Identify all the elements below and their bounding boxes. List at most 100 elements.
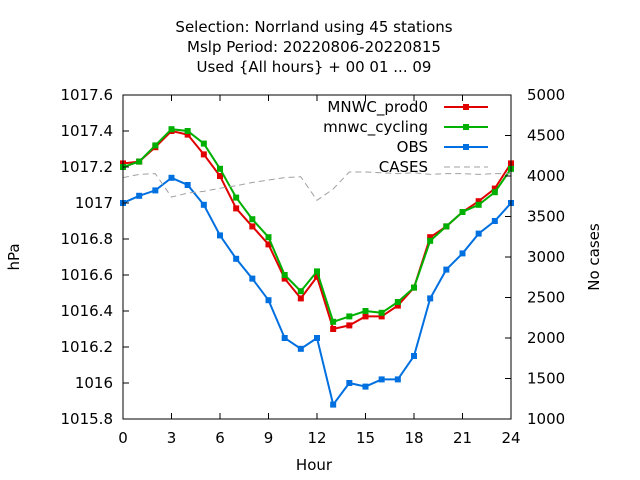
x-axis-label: Hour xyxy=(296,456,333,474)
y2-tick-label: 4500 xyxy=(527,127,565,145)
y2-tick-label: 2000 xyxy=(527,329,565,347)
data-point xyxy=(330,401,337,408)
data-point xyxy=(136,192,143,199)
y2-tick-label: 1000 xyxy=(527,410,565,428)
data-point xyxy=(394,376,401,383)
data-point xyxy=(200,140,207,147)
data-point xyxy=(314,268,320,275)
data-point xyxy=(330,318,337,325)
data-point xyxy=(378,309,385,316)
data-point xyxy=(394,299,401,305)
data-point xyxy=(184,128,191,134)
x-tick-label: 6 xyxy=(215,429,225,447)
x-tick-label: 15 xyxy=(356,429,375,447)
y-tick-label: 1017.6 xyxy=(61,86,114,104)
data-point xyxy=(233,194,240,201)
data-point xyxy=(281,272,288,278)
legend-label: OBS xyxy=(397,138,428,156)
data-point xyxy=(184,131,191,138)
data-point xyxy=(200,151,207,158)
data-point xyxy=(297,288,304,295)
x-tick-label: 18 xyxy=(404,429,423,447)
data-point xyxy=(346,380,353,386)
series-mnwc-cycling xyxy=(120,126,514,325)
y-tick-label: 1016 xyxy=(75,374,113,392)
legend-entry: CASES xyxy=(379,158,488,176)
y2-tick-label: 2500 xyxy=(527,289,565,307)
series-cases xyxy=(122,171,511,201)
title-line-2: Mslp Period: 20220806-20220815 xyxy=(187,38,441,56)
title-line-3: Used {All hours} + 00 01 ... 09 xyxy=(197,58,432,76)
x-tick-label: 0 xyxy=(118,429,128,447)
data-point xyxy=(378,376,385,383)
legend-marker xyxy=(463,124,469,130)
data-point xyxy=(362,313,369,320)
data-point xyxy=(443,266,450,273)
data-point xyxy=(168,174,175,181)
data-point xyxy=(217,165,223,172)
y-tick-label: 1017.4 xyxy=(61,122,114,140)
data-point xyxy=(475,201,482,208)
x-tick-label: 3 xyxy=(167,429,177,447)
x-tick-label: 24 xyxy=(501,429,520,447)
y2-tick-label: 3500 xyxy=(527,208,565,226)
data-point xyxy=(346,313,353,320)
series-mnwc-prod0 xyxy=(120,128,514,332)
data-point xyxy=(136,158,143,165)
data-point xyxy=(330,326,337,332)
data-point xyxy=(152,142,159,149)
data-point xyxy=(427,237,434,244)
x-tick-label: 9 xyxy=(264,429,274,447)
legend-label: mnwc_cycling xyxy=(323,118,428,137)
series-line xyxy=(122,129,512,331)
y2-axis-label: No cases xyxy=(585,223,603,291)
legend-entry: MNWC_prod0 xyxy=(327,98,488,117)
data-point xyxy=(475,230,482,237)
data-point xyxy=(249,223,256,230)
y2-tick-label: 4000 xyxy=(527,167,565,185)
y-tick-label: 1017 xyxy=(75,194,113,212)
legend-marker xyxy=(463,104,469,110)
y-tick-label: 1016.4 xyxy=(61,302,114,320)
data-point xyxy=(314,273,320,280)
chart-title: Selection: Norrland using 45 stations Ms… xyxy=(175,18,452,76)
data-point xyxy=(443,223,450,230)
data-point xyxy=(184,182,191,188)
y2-tick-label: 1500 xyxy=(527,370,565,388)
data-point xyxy=(233,255,240,262)
title-line-1: Selection: Norrland using 45 stations xyxy=(175,18,452,36)
data-point xyxy=(168,126,175,133)
data-point xyxy=(281,275,288,282)
data-point xyxy=(346,322,353,329)
data-point xyxy=(249,275,256,282)
data-point xyxy=(475,198,482,205)
data-point xyxy=(362,383,369,390)
data-point xyxy=(362,308,369,314)
plot-frame xyxy=(122,94,512,420)
data-point xyxy=(297,295,304,302)
series-line xyxy=(122,171,511,201)
series-line xyxy=(122,176,512,407)
y-tick-label: 1017.2 xyxy=(61,158,114,176)
y-axis-label: hPa xyxy=(5,243,23,270)
data-point xyxy=(265,297,272,304)
data-point xyxy=(200,201,207,208)
data-point xyxy=(314,335,320,341)
y-tick-label: 1016.8 xyxy=(61,230,114,248)
data-point xyxy=(427,234,434,241)
data-point xyxy=(265,234,272,241)
data-point xyxy=(249,216,256,223)
y2-tick-label: 5000 xyxy=(527,86,565,104)
data-point xyxy=(265,241,272,248)
y-tick-label: 1015.8 xyxy=(61,410,114,428)
data-point xyxy=(427,295,434,302)
data-point xyxy=(217,232,223,239)
y2-tick-label: 3000 xyxy=(527,248,565,266)
series-layer xyxy=(120,126,514,408)
series-obs xyxy=(120,174,514,408)
data-point xyxy=(233,205,240,212)
x-tick-label: 21 xyxy=(453,429,472,447)
data-point xyxy=(152,187,159,194)
